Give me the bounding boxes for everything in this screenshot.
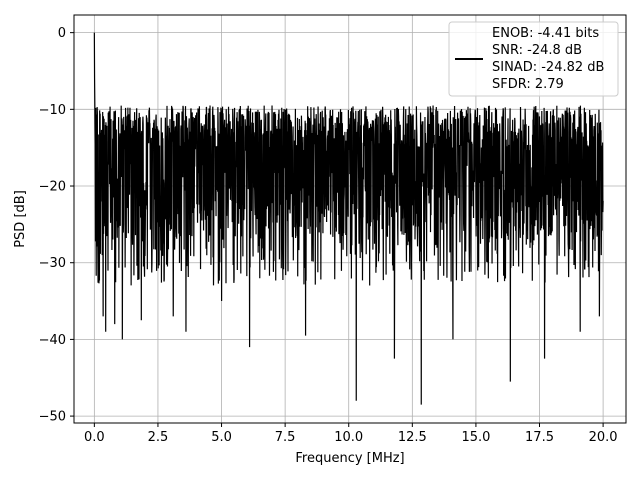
y-ticks: 0 −10 −20 −30 −40 −50 [39, 26, 74, 425]
psd-trace [93, 32, 604, 405]
y-axis-label: PSD [dB] [13, 190, 28, 248]
y-tick-label: −30 [39, 256, 66, 271]
legend-line-enob: ENOB: -4.41 bits [492, 26, 599, 41]
legend-line-sfdr: SFDR: 2.79 [492, 77, 564, 92]
axes-frame [73, 14, 627, 424]
x-tick-label: 17.5 [525, 430, 554, 445]
legend: ENOB: -4.41 bits SNR: -24.8 dB SINAD: -2… [448, 21, 619, 97]
legend-box [448, 21, 619, 97]
x-tick-label: 15.0 [461, 430, 490, 445]
x-tick-label: 20.0 [589, 430, 618, 445]
x-tick-label: 10.0 [334, 430, 363, 445]
x-axis-label: Frequency [MHz] [295, 451, 404, 466]
y-tick-label: −20 [39, 180, 66, 195]
y-tick-label: −10 [39, 103, 66, 118]
legend-line-snr: SNR: -24.8 dB [492, 43, 582, 58]
x-tick-label: 0.0 [84, 430, 105, 445]
x-tick-label: 5.0 [211, 430, 232, 445]
x-tick-label: 7.5 [275, 430, 296, 445]
legend-line-sinad: SINAD: -24.82 dB [492, 60, 604, 75]
y-tick-label: 0 [58, 26, 66, 41]
y-tick-label: −50 [39, 410, 66, 425]
y-tick-label: −40 [39, 333, 66, 348]
x-tick-label: 12.5 [398, 430, 427, 445]
psd-series [93, 32, 604, 405]
x-tick-label: 2.5 [148, 430, 169, 445]
x-ticks: 0.0 2.5 5.0 7.5 10.0 12.5 15.0 17.5 20.0 [84, 423, 618, 445]
